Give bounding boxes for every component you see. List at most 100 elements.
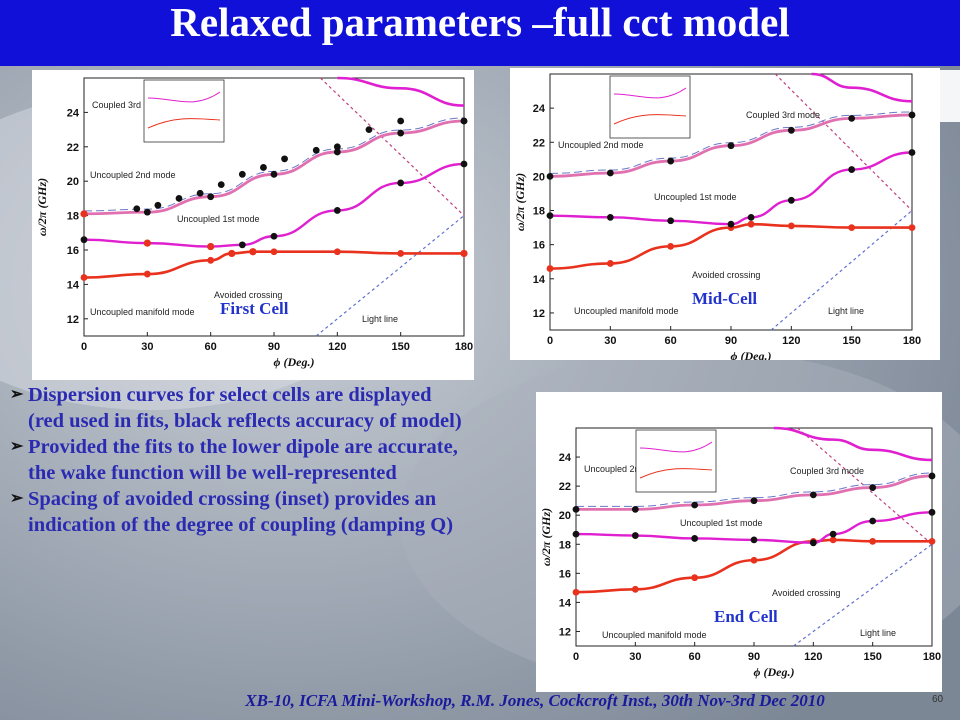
model-point	[196, 189, 204, 197]
y-tick-label: 14	[533, 274, 546, 286]
bullet-text: Provided the fits to the lower dipole ar…	[28, 436, 458, 484]
data-point	[631, 585, 639, 593]
y-tick-label: 12	[559, 626, 571, 638]
series-curve-coupled-lower	[83, 250, 464, 279]
series-curve-coupled-2nd	[83, 119, 465, 216]
data-point	[908, 149, 916, 156]
cell-label: Mid-Cell	[692, 289, 757, 308]
data-point	[572, 505, 580, 513]
model-point	[365, 126, 373, 133]
institution-logo	[940, 70, 960, 122]
fit-point	[207, 242, 215, 251]
data-point	[606, 260, 614, 267]
light-line-reflected	[774, 73, 913, 211]
x-tick-label: 60	[689, 651, 701, 663]
model-point	[217, 181, 225, 189]
data-point	[333, 148, 341, 156]
y-tick-label: 20	[533, 171, 545, 183]
uncoupled-dashed-curve	[576, 472, 933, 507]
data-point	[787, 222, 795, 230]
x-tick-label: 0	[81, 341, 87, 353]
annotation-label: Uncoupled 1st mode	[177, 214, 260, 224]
x-tick-label: 60	[205, 341, 217, 353]
data-point	[848, 224, 856, 232]
data-point	[333, 248, 341, 256]
data-point	[848, 166, 856, 173]
inset-lower-curve	[639, 468, 713, 479]
x-axis-label: ϕ (Deg.)	[731, 349, 772, 360]
series-curve-coupled-lower	[575, 538, 932, 594]
data-point	[829, 530, 837, 538]
x-tick-label: 150	[842, 335, 860, 347]
annotation-label: Uncoupled 1st mode	[680, 518, 763, 528]
data-point	[606, 213, 614, 221]
data-point	[787, 196, 795, 204]
annotation-label: Light line	[860, 628, 896, 638]
y-tick-label: 24	[533, 103, 546, 115]
model-point	[281, 155, 288, 163]
fit-point	[143, 239, 151, 247]
model-point	[312, 146, 320, 154]
data-point	[546, 173, 554, 180]
y-tick-label: 18	[533, 206, 545, 218]
y-tick-label: 16	[559, 568, 571, 580]
x-tick-label: 0	[573, 651, 579, 663]
footer-citation: XB-10, ICFA Mini-Workshop, R.M. Jones, C…	[245, 691, 825, 710]
data-point	[546, 265, 554, 272]
data-point	[928, 508, 936, 516]
light-line	[793, 543, 933, 647]
data-point	[869, 484, 877, 491]
data-point	[908, 224, 916, 232]
data-point	[928, 472, 936, 480]
chart-first-cell: 0 30 60 90 120 150 180 12 14 16 18 20 22 24 ϕ (Deg.) ω/…	[32, 70, 474, 380]
cell-label: End Cell	[714, 607, 778, 626]
data-point	[270, 170, 278, 178]
data-point	[869, 537, 877, 545]
data-point	[397, 129, 405, 137]
y-tick-label: 18	[559, 539, 571, 551]
data-point	[631, 505, 639, 513]
y-tick-label: 18	[67, 211, 79, 223]
light-line-reflected	[320, 77, 465, 217]
x-tick-label: 180	[923, 651, 941, 663]
x-tick-label: 90	[748, 651, 760, 663]
x-tick-label: 180	[903, 335, 921, 347]
model-point	[175, 195, 183, 202]
bullet-text: Dispersion curves for select cells are d…	[28, 384, 462, 432]
series-curve-coupled-3rd	[773, 426, 933, 462]
y-axis-label: ω/2π (GHz)	[513, 173, 527, 231]
data-point	[80, 236, 88, 244]
data-point	[667, 217, 675, 225]
data-point	[397, 179, 405, 187]
data-point	[928, 537, 936, 545]
data-point	[750, 536, 758, 544]
annotation-label: Uncoupled 1st mode	[654, 192, 737, 202]
data-point	[270, 248, 278, 256]
fit-point	[228, 249, 236, 258]
x-tick-label: 0	[547, 335, 553, 347]
data-point	[572, 588, 580, 596]
x-tick-label: 120	[328, 341, 346, 353]
annotation-label: Light line	[828, 306, 864, 316]
cell-label: First Cell	[220, 299, 289, 318]
chart-end-cell: 0 30 60 90 120 150 180 12 14 16 18 20 22 24 ϕ (Deg.) ω/…	[536, 392, 942, 692]
x-tick-label: 30	[141, 341, 153, 353]
annotation-label: Uncoupled manifold mode	[602, 630, 707, 640]
y-axis-label: ω/2π (GHz)	[539, 508, 553, 566]
data-point	[787, 126, 795, 134]
inset-upper-curve	[147, 91, 221, 103]
model-point	[238, 170, 246, 178]
y-tick-label: 12	[67, 314, 79, 326]
y-tick-label: 20	[559, 510, 571, 522]
data-point	[143, 208, 151, 216]
light-line-reflected	[797, 427, 933, 545]
annotation-label: Avoided crossing	[772, 588, 840, 598]
annotation-label: Light line	[362, 314, 398, 324]
title-bar	[0, 0, 960, 66]
arrow-bullet-icon: ➢	[10, 438, 24, 455]
data-point	[238, 241, 246, 249]
fit-point	[249, 248, 257, 256]
data-point	[460, 160, 468, 168]
x-tick-label: 90	[725, 335, 737, 347]
y-tick-label: 22	[559, 481, 571, 493]
